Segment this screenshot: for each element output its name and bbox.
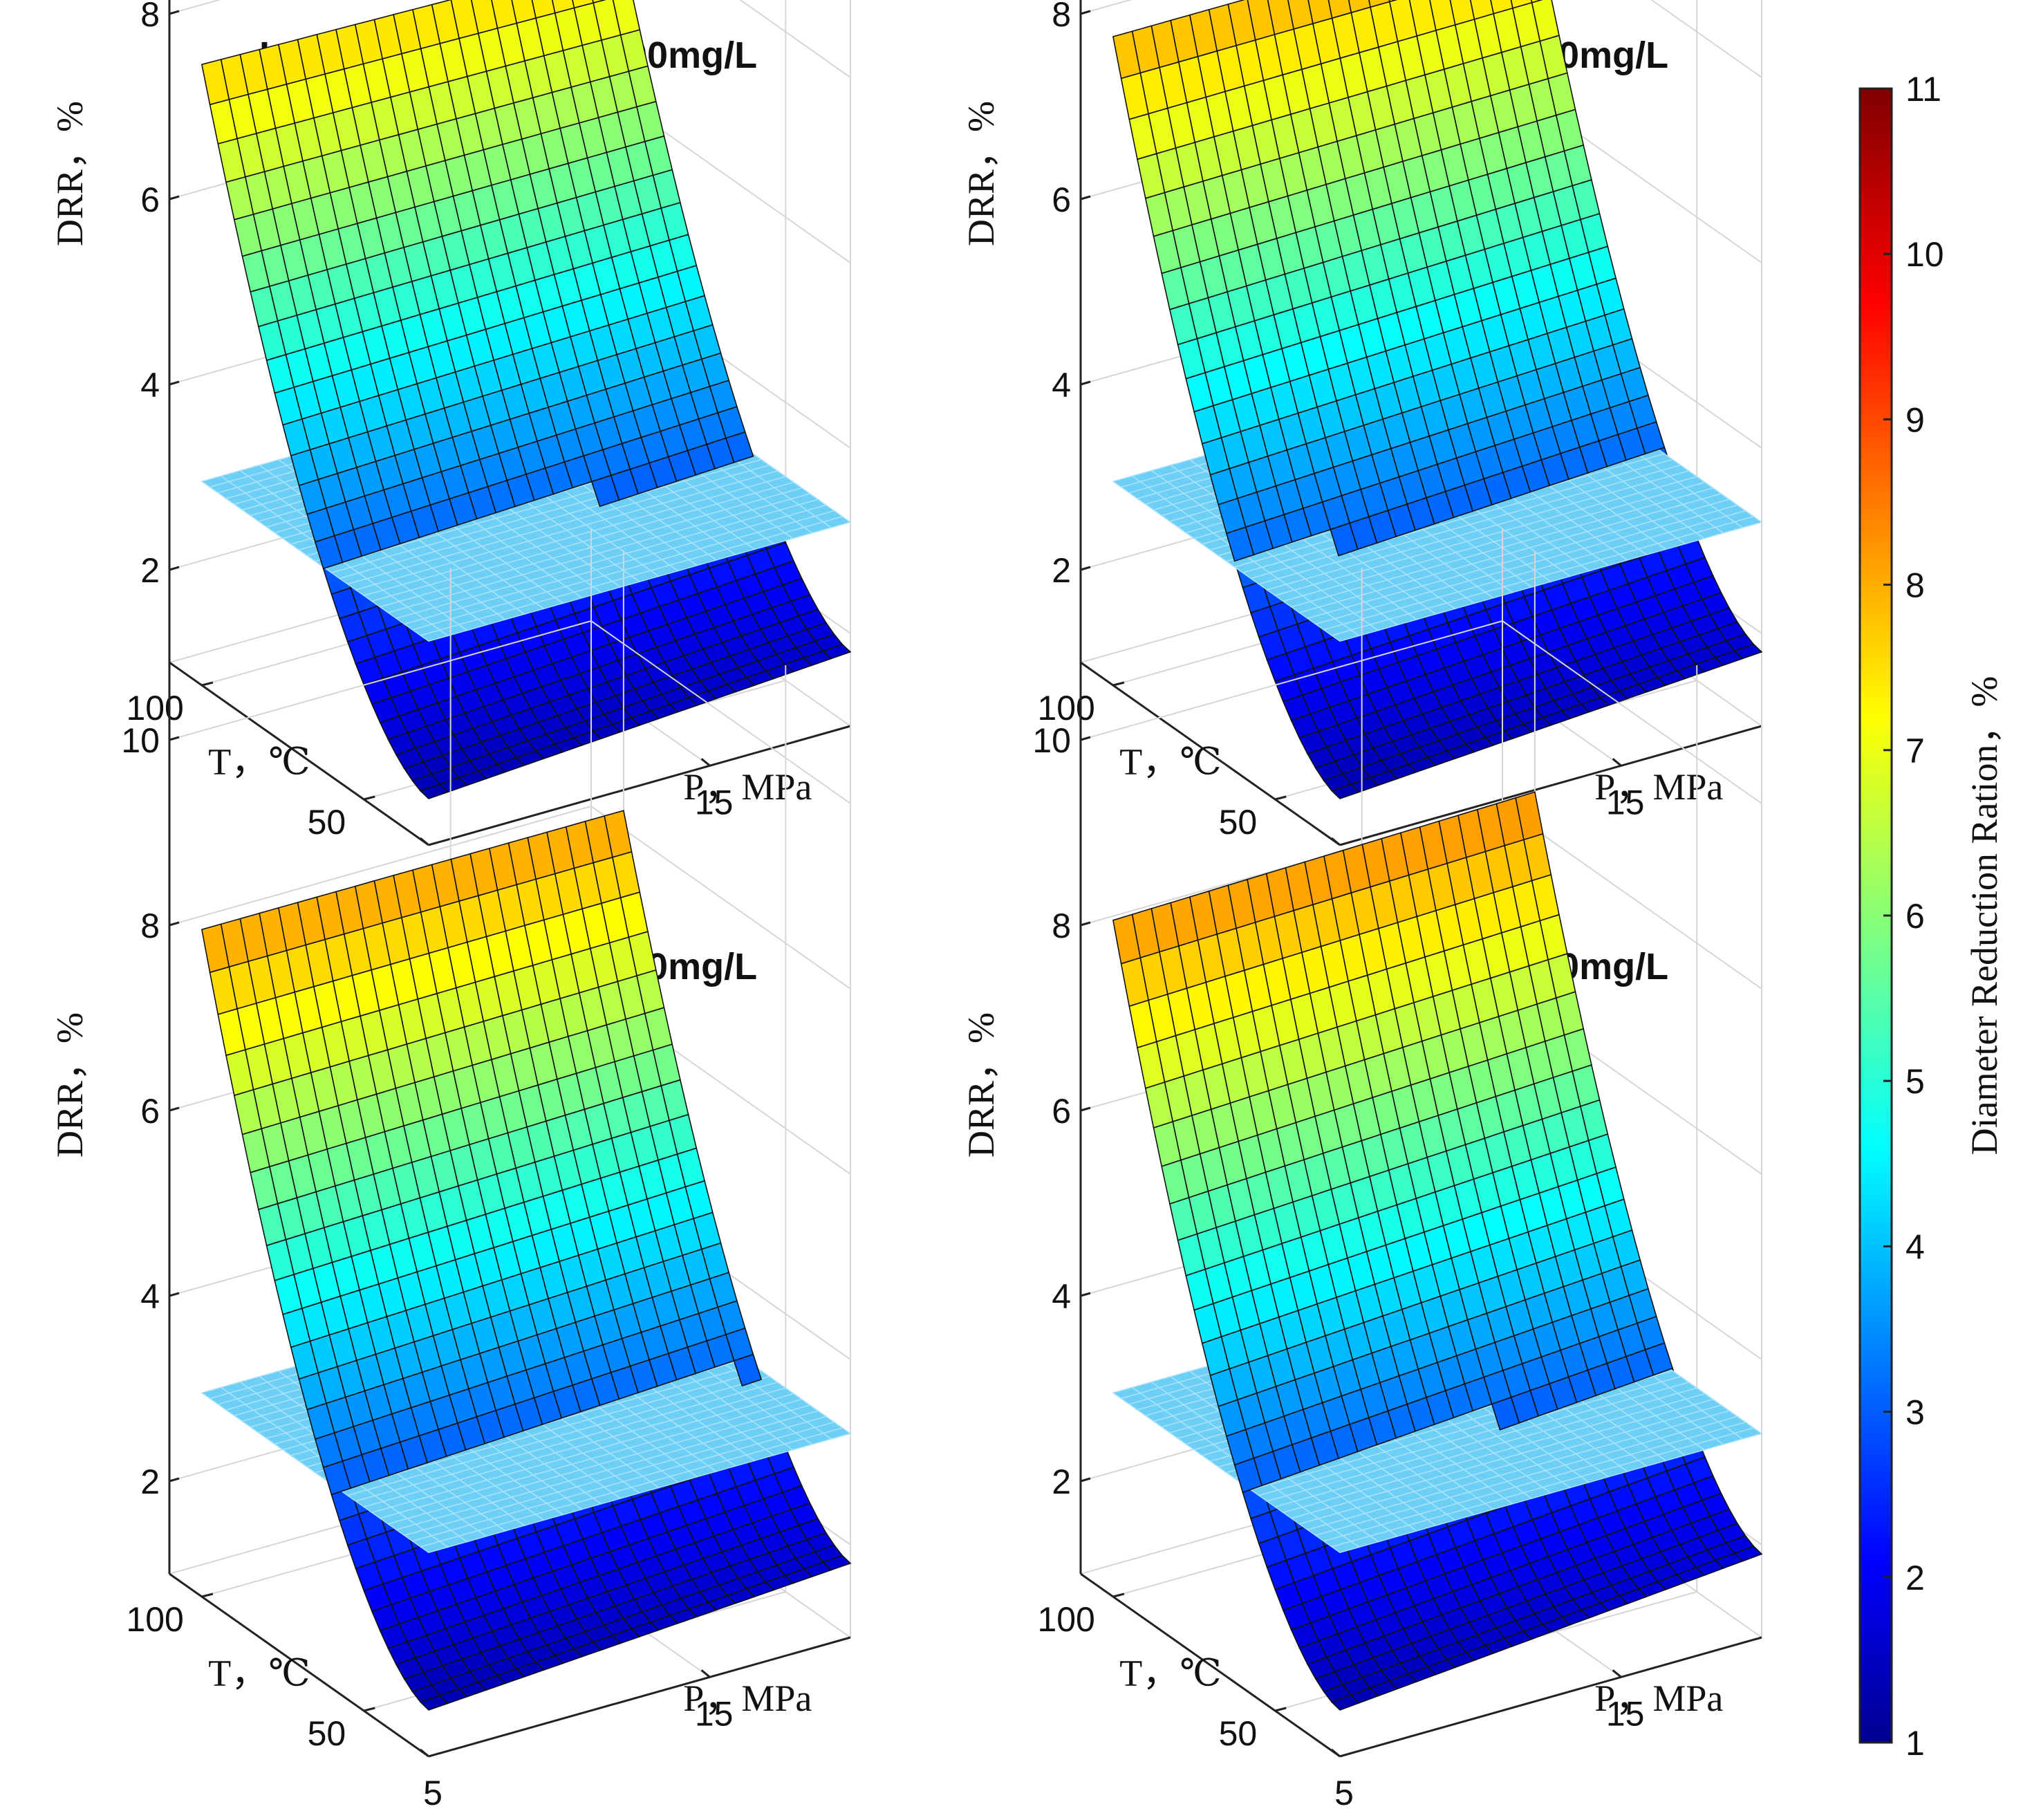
t-tick-label: 50	[1219, 1714, 1258, 1753]
z-tick-label: 6	[140, 1092, 160, 1131]
t-tick-mark	[363, 1707, 375, 1712]
surface-layer	[1112, 0, 1763, 799]
p-tick-label: 15	[695, 783, 734, 821]
p-tick-label: 5	[1334, 1774, 1354, 1812]
z-tick-mark	[1080, 380, 1091, 386]
p-axis-label: P，MPa	[683, 766, 812, 808]
panel-2: Ion concentration-2000mg/L24681050100515…	[960, 0, 1763, 901]
z-tick-mark	[169, 736, 180, 741]
panels-layer: Ion concentration-1000mg/L24681050100515…	[49, 0, 1763, 1812]
z-tick-label: 8	[1052, 907, 1071, 945]
t-tick-mark	[1274, 795, 1287, 801]
threshold-plane-cell	[419, 629, 449, 642]
z-tick-label: 10	[121, 721, 160, 760]
z-tick-mark	[169, 195, 180, 201]
p-tick-label: 5	[423, 1774, 442, 1812]
t-axis-label: T，℃	[1119, 741, 1221, 783]
z-axis-label: DRR，%	[960, 1012, 1002, 1158]
z-tick-mark	[1080, 195, 1091, 201]
p-tick-mark	[1612, 1669, 1622, 1678]
z-tick-mark	[1080, 1106, 1091, 1112]
z-tick-mark	[169, 10, 180, 15]
p-axis-label: P，MPa	[1594, 766, 1723, 808]
z-tick-mark	[1080, 10, 1091, 15]
p-tick-mark	[1331, 837, 1341, 846]
t-tick-mark	[363, 795, 375, 801]
p-tick-mark	[420, 1748, 429, 1758]
t-tick-label: 100	[1037, 689, 1094, 727]
z-axis-label: DRR，%	[960, 101, 1002, 246]
t-tick-label: 100	[126, 689, 183, 727]
z-tick-label: 2	[140, 1463, 160, 1501]
z-tick-label: 4	[140, 366, 160, 405]
side-wall-gridline	[739, 0, 851, 78]
t-tick-mark	[201, 1593, 214, 1598]
z-axis-label: DRR，%	[49, 101, 91, 246]
z-tick-label: 6	[140, 180, 160, 219]
t-tick-mark	[1112, 681, 1125, 687]
t-axis-label: T，℃	[208, 741, 310, 783]
t-tick-label: 100	[126, 1600, 183, 1639]
side-wall-gridline	[1650, 0, 1762, 78]
z-tick-mark	[1080, 921, 1091, 927]
p-axis-line	[428, 725, 851, 846]
z-tick-mark	[1080, 1477, 1091, 1483]
drr-surface-cell	[590, 474, 620, 508]
z-tick-mark	[1080, 736, 1091, 741]
p-axis-label: P，MPa	[1594, 1678, 1723, 1719]
surface-layer	[1112, 791, 1763, 1711]
t-tick-mark	[1112, 1593, 1125, 1598]
p-tick-mark	[1612, 758, 1622, 767]
drr-surface-cell	[419, 783, 449, 799]
t-tick-label: 50	[308, 803, 346, 842]
z-tick-label: 2	[1052, 551, 1071, 590]
p-axis-label: P，MPa	[683, 1678, 812, 1719]
t-tick-mark	[1274, 1707, 1287, 1712]
p-tick-mark	[420, 837, 429, 846]
z-tick-mark	[169, 380, 180, 386]
z-tick-mark	[169, 1106, 180, 1112]
z-tick-label: 4	[1052, 366, 1071, 405]
p-tick-label: 15	[1606, 783, 1645, 821]
z-tick-mark	[169, 566, 180, 571]
p-tick-mark	[700, 1669, 711, 1678]
t-tick-label: 50	[1219, 803, 1258, 842]
z-axis-label: DRR，%	[49, 1012, 91, 1158]
z-tick-mark	[169, 1292, 180, 1297]
z-tick-mark	[1080, 566, 1091, 571]
z-tick-label: 10	[1032, 721, 1071, 760]
p-tick-mark	[700, 758, 711, 767]
z-tick-label: 2	[140, 551, 160, 590]
z-tick-label: 8	[1052, 0, 1071, 34]
z-tick-label: 8	[140, 0, 160, 34]
z-tick-label: 6	[1052, 1092, 1071, 1131]
t-axis-line	[1080, 661, 1341, 846]
p-axis-line	[1339, 725, 1762, 846]
z-tick-label: 6	[1052, 180, 1071, 219]
drr-surface-cell	[314, 535, 344, 570]
surface-layer	[201, 0, 852, 799]
drr-surface-cell	[1330, 783, 1361, 799]
t-axis-line	[169, 661, 429, 846]
z-tick-mark	[169, 921, 180, 927]
z-tick-label: 4	[1052, 1277, 1071, 1316]
z-tick-label: 4	[140, 1277, 160, 1316]
t-axis-label: T，℃	[1119, 1653, 1221, 1694]
z-tick-label: 2	[1052, 1463, 1071, 1501]
t-tick-label: 50	[308, 1714, 346, 1753]
z-tick-mark	[1080, 1292, 1091, 1297]
t-tick-label: 100	[1037, 1600, 1094, 1639]
t-axis-label: T，℃	[208, 1653, 310, 1694]
z-tick-label: 8	[140, 907, 160, 945]
z-tick-mark	[169, 1477, 180, 1483]
t-tick-mark	[201, 681, 214, 687]
panel-1: Ion concentration-1000mg/L24681050100515…	[49, 0, 852, 901]
p-tick-mark	[1331, 1748, 1341, 1758]
